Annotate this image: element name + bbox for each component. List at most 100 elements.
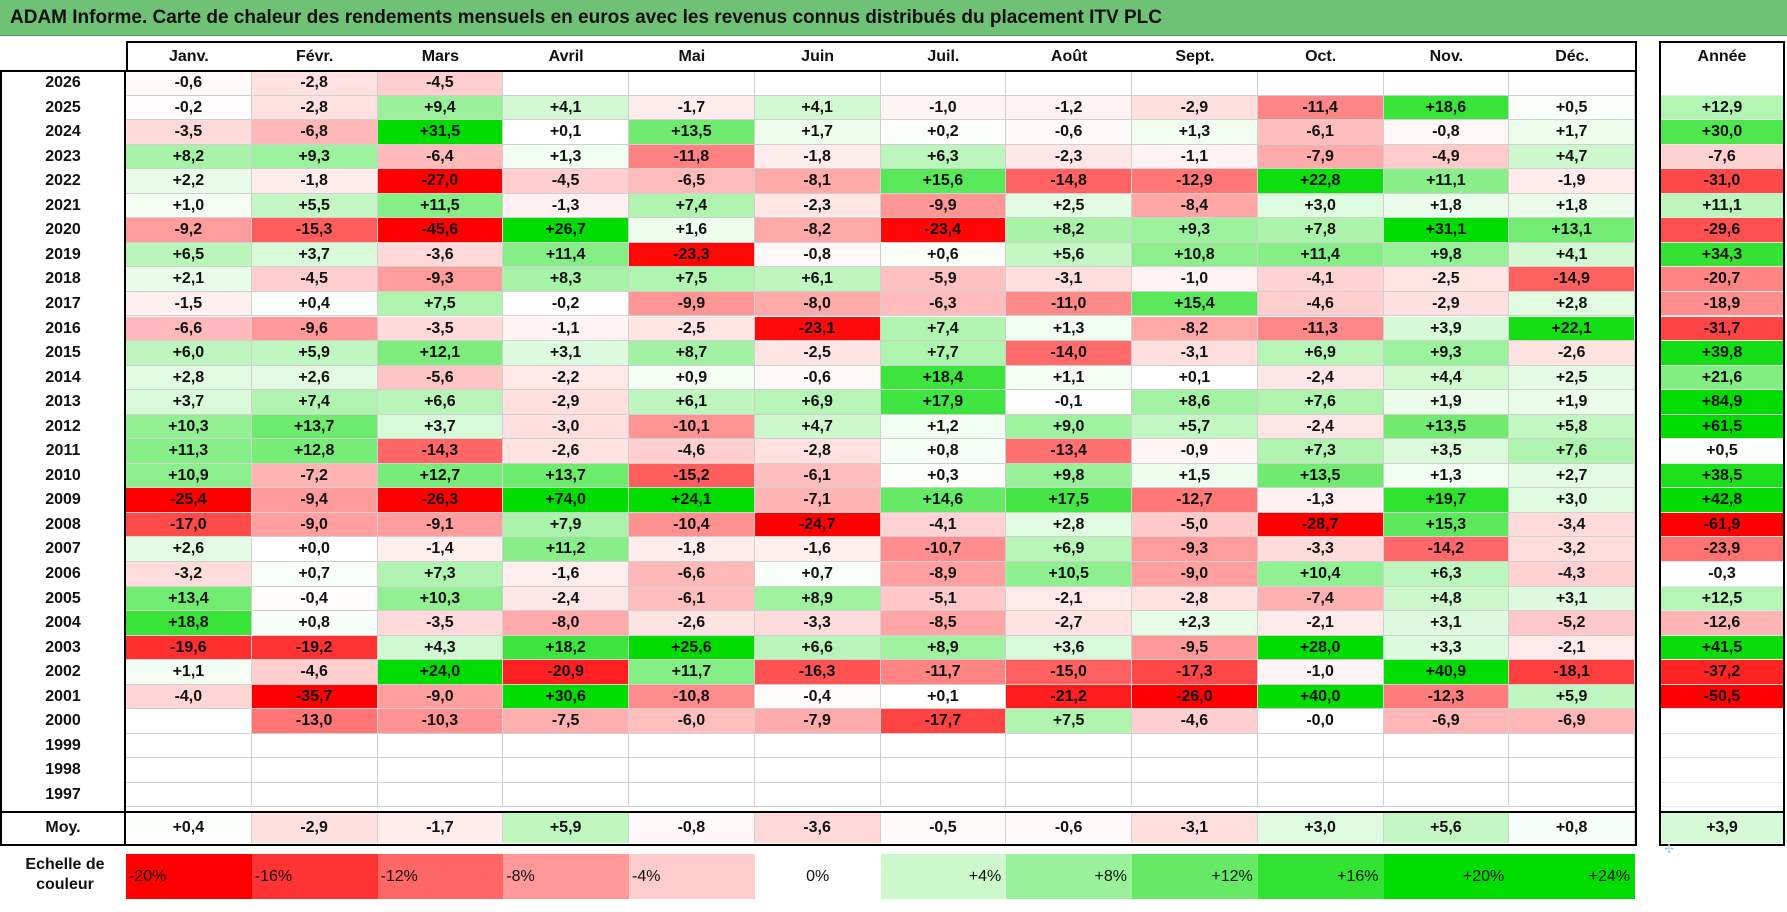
- heatmap-cell: +10,8: [1132, 242, 1258, 268]
- annual-cell: -31,7: [1661, 316, 1783, 342]
- color-scale-swatch: 0%: [754, 854, 881, 899]
- heatmap-cell: +11,5: [377, 193, 504, 219]
- heatmap-cell: -2,6: [629, 611, 755, 636]
- heatmap-cell: +3,1: [1509, 586, 1635, 612]
- heatmap-cell: +5,5: [251, 193, 378, 219]
- heatmap-cell: -16,3: [754, 660, 881, 685]
- heatmap-cell: -0,8: [1383, 120, 1510, 145]
- annual-cell: -0,3: [1661, 562, 1783, 587]
- heatmap-cell: -8,4: [1132, 193, 1258, 219]
- heatmap-cell: -1,0: [1132, 267, 1258, 292]
- heatmap-cell: -9,5: [1132, 635, 1258, 661]
- average-cell: +5,6: [1383, 813, 1510, 843]
- heatmap-cell: +0,5: [1509, 95, 1635, 121]
- heatmap-cell: -8,5: [880, 611, 1007, 636]
- heatmap-cell: -1,8: [629, 537, 755, 562]
- heatmap-cell: +3,1: [1383, 611, 1510, 636]
- heatmap-cell: +3,5: [1383, 439, 1510, 464]
- heatmap-cell: +17,5: [1006, 488, 1132, 513]
- heatmap-cell: -45,6: [377, 218, 504, 243]
- heatmap-cell: -2,1: [1006, 586, 1132, 612]
- annual-cell: -18,9: [1661, 291, 1783, 317]
- heatmap-cell: -4,6: [1257, 291, 1384, 317]
- heatmap-cell: -9,4: [251, 488, 378, 513]
- heatmap-cell: -7,5: [503, 709, 629, 734]
- heatmap-cell: +1,3: [1383, 463, 1510, 489]
- heatmap-cell: -9,1: [377, 512, 504, 538]
- heatmap-cell: -9,6: [251, 316, 378, 342]
- heatmap-cell: +31,1: [1383, 218, 1510, 243]
- color-scale-swatch: +20%: [1383, 854, 1510, 899]
- heatmap-cell: [629, 782, 755, 808]
- heatmap-cell: -1,5: [126, 291, 252, 317]
- year-label: 2007: [45, 540, 81, 558]
- heatmap-cell: -0,6: [126, 71, 252, 96]
- heatmap-cell: +6,6: [754, 635, 881, 661]
- heatmap-cell: -9,2: [126, 218, 252, 243]
- heatmap-cell: +7,6: [1509, 439, 1635, 464]
- heatmap-cell: +8,9: [754, 586, 881, 612]
- heatmap-cell: +15,4: [1132, 291, 1258, 317]
- average-cell: -3,6: [754, 813, 881, 843]
- heatmap-cell: [503, 782, 629, 808]
- heatmap-cell: +2,5: [1006, 193, 1132, 219]
- heatmap-cell: -0,2: [503, 291, 629, 317]
- heatmap-cell: -2,5: [754, 341, 881, 366]
- color-scale-swatch: -4%: [629, 854, 755, 899]
- heatmap-cell: -23,4: [880, 218, 1007, 243]
- heatmap-cell: -6,8: [251, 120, 378, 145]
- year-label: 2014: [45, 368, 81, 386]
- heatmap-cell: -12,7: [1132, 488, 1258, 513]
- heatmap-cell: +19,7: [1383, 488, 1510, 513]
- heatmap-cell: +7,3: [377, 562, 504, 587]
- heatmap-cell: +0,1: [503, 120, 629, 145]
- heatmap-cell: +74,0: [503, 488, 629, 513]
- heatmap-cell: +0,7: [251, 562, 378, 587]
- year-label: 2023: [45, 147, 81, 165]
- heatmap-cell: -23,1: [754, 316, 881, 342]
- heatmap-cell: -5,9: [880, 267, 1007, 292]
- month-header: Oct.: [1305, 48, 1337, 65]
- heatmap-cell: +12,1: [377, 341, 504, 366]
- heatmap-cell: +9,0: [1006, 414, 1132, 440]
- annual-header: Année: [1697, 48, 1747, 65]
- annual-cell: -31,0: [1661, 169, 1783, 194]
- heatmap-cell: +4,7: [754, 414, 881, 440]
- heatmap-cell: +6,1: [754, 267, 881, 292]
- heatmap-cell: -4,6: [1132, 709, 1258, 734]
- heatmap-cell: +7,6: [1257, 390, 1384, 415]
- heatmap-cell: -15,0: [1006, 660, 1132, 685]
- heatmap-cell: +5,7: [1132, 414, 1258, 440]
- year-label: 2016: [45, 319, 81, 337]
- heatmap-cell: -17,7: [880, 709, 1007, 734]
- heatmap-cell: +10,3: [377, 586, 504, 612]
- heatmap-cell: -2,8: [251, 71, 378, 96]
- year-label: 2008: [45, 515, 81, 533]
- year-label: 2012: [45, 417, 81, 435]
- heatmap-cell: [754, 782, 881, 808]
- heatmap-cell: -0,0: [1257, 709, 1384, 734]
- year-label: 2018: [45, 270, 81, 288]
- title-bar: ADAM Informe. Carte de chaleur des rende…: [0, 0, 1787, 36]
- annual-cell: +0,5: [1661, 439, 1783, 464]
- heatmap-cell: -1,3: [1257, 488, 1384, 513]
- heatmap-cell: +10,9: [126, 463, 252, 489]
- heatmap-cell: +11,4: [1257, 242, 1384, 268]
- heatmap-cell: +5,8: [1509, 414, 1635, 440]
- heatmap-cell: +12,7: [377, 463, 504, 489]
- heatmap-cell: +0,9: [629, 365, 755, 391]
- year-label: 1999: [45, 736, 81, 754]
- heatmap-cell: -2,4: [1257, 414, 1384, 440]
- heatmap-cell: +0,6: [880, 242, 1007, 268]
- year-label: 2021: [45, 196, 81, 214]
- heatmap-cell: -3,5: [377, 316, 504, 342]
- heatmap-cell: -4,6: [251, 660, 378, 685]
- heatmap-cell: -0,1: [1006, 390, 1132, 415]
- heatmap-cell: [126, 758, 252, 783]
- heatmap-cell: +9,4: [377, 95, 504, 121]
- heatmap-cell: -2,1: [1257, 611, 1384, 636]
- heatmap-cell: +13,1: [1509, 218, 1635, 243]
- heatmap-cell: [629, 758, 755, 783]
- year-label: 2001: [45, 687, 81, 705]
- heatmap-cell: +9,3: [1132, 218, 1258, 243]
